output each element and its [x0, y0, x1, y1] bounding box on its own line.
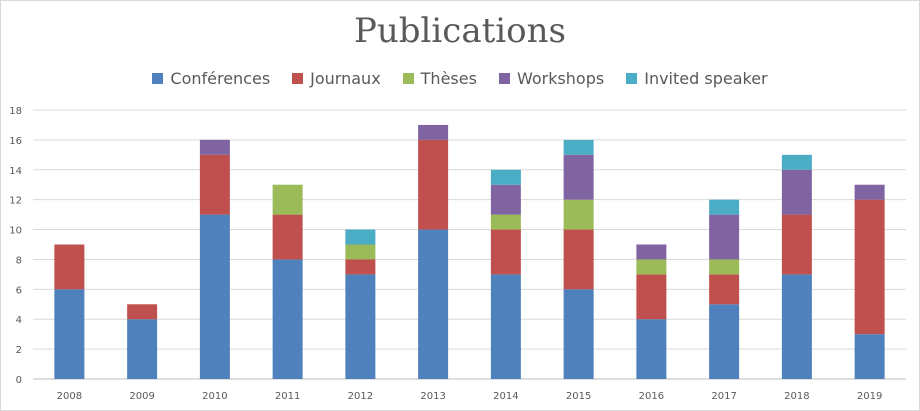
- bar-segment: [709, 274, 740, 305]
- y-tick-label: 6: [16, 285, 22, 296]
- bar-segment: [563, 229, 594, 290]
- bar-segment: [127, 304, 158, 320]
- bar-segment: [199, 139, 230, 155]
- legend-item-workshops: Workshops: [498, 69, 605, 88]
- bar-segment: [345, 229, 376, 245]
- x-tick-label: 2010: [202, 391, 227, 402]
- bar-segment: [563, 139, 594, 155]
- bar-segment: [781, 154, 812, 170]
- x-tick-label: 2015: [566, 391, 591, 402]
- bar-segment: [563, 289, 594, 379]
- legend-swatch: [402, 73, 414, 84]
- y-tick-label: 10: [9, 226, 22, 237]
- legend-label: Workshops: [516, 69, 605, 88]
- legend-item-invited-speaker: Invited speaker: [626, 69, 768, 88]
- bar-segment: [490, 169, 521, 185]
- x-tick-label: 2011: [275, 391, 300, 402]
- bar-segment: [854, 184, 885, 200]
- legend-item-conferences: Conférences: [152, 69, 270, 88]
- legend: Conférences Journaux Thèses Workshops In…: [1, 69, 919, 88]
- y-tick-label: 16: [9, 136, 22, 147]
- legend-swatch: [626, 73, 638, 84]
- x-tick-label: 2017: [711, 391, 736, 402]
- bar-segment: [490, 229, 521, 275]
- chart-title: Publications: [354, 11, 566, 51]
- x-tick-label: 2012: [348, 391, 373, 402]
- bar-segment: [636, 259, 667, 275]
- bar-segment: [636, 274, 667, 320]
- bar-segment: [709, 214, 740, 260]
- bar-segment: [418, 139, 449, 230]
- legend-label: Journaux: [310, 69, 381, 88]
- bar-segment: [563, 154, 594, 200]
- x-tick-label: 2009: [129, 391, 154, 402]
- bar-segment: [490, 274, 521, 379]
- x-tick-label: 2008: [57, 391, 82, 402]
- bar-segment: [709, 259, 740, 275]
- bar-segment: [418, 124, 449, 140]
- y-tick-label: 12: [9, 196, 22, 207]
- bar-segment: [54, 244, 85, 290]
- y-tick-label: 18: [9, 106, 22, 117]
- bar-segment: [54, 289, 85, 379]
- x-tick-label: 2019: [857, 391, 882, 402]
- legend-label: Thèses: [420, 69, 477, 88]
- legend-swatch: [292, 73, 304, 84]
- bar-segment: [199, 214, 230, 379]
- legend-item-journaux: Journaux: [292, 69, 381, 88]
- bar-segment: [345, 274, 376, 379]
- x-tick-label: 2014: [493, 391, 518, 402]
- bar-segment: [345, 244, 376, 260]
- bar-segment: [563, 199, 594, 230]
- bar-segment: [272, 184, 303, 215]
- bar-segment: [854, 334, 885, 379]
- bar-segment: [781, 214, 812, 275]
- legend-label: Conférences: [170, 69, 271, 88]
- bar-segment: [854, 199, 885, 335]
- x-tick-label: 2018: [784, 391, 809, 402]
- y-tick-label: 2: [16, 345, 22, 356]
- bar-segment: [781, 169, 812, 215]
- bar-segment: [709, 199, 740, 215]
- y-tick-label: 0: [16, 375, 22, 386]
- bar-segment: [636, 319, 667, 379]
- bar-segment: [781, 274, 812, 379]
- y-tick-label: 8: [16, 255, 22, 266]
- bar-segment: [345, 259, 376, 275]
- legend-swatch: [152, 73, 164, 84]
- bar-segment: [127, 319, 158, 379]
- x-tick-label: 2016: [639, 391, 664, 402]
- legend-item-theses: Thèses: [402, 69, 477, 88]
- legend-label: Invited speaker: [644, 69, 768, 88]
- bar-segment: [272, 259, 303, 379]
- y-tick-label: 14: [9, 166, 22, 177]
- bar-segment: [418, 229, 449, 379]
- y-tick-label: 4: [16, 315, 22, 326]
- bar-segment: [199, 154, 230, 215]
- x-tick-label: 2013: [420, 391, 445, 402]
- legend-swatch: [498, 73, 510, 84]
- bar-segment: [272, 214, 303, 260]
- bar-segment: [709, 304, 740, 379]
- bar-segment: [490, 184, 521, 215]
- bar-segment: [636, 244, 667, 260]
- bar-segment: [490, 214, 521, 230]
